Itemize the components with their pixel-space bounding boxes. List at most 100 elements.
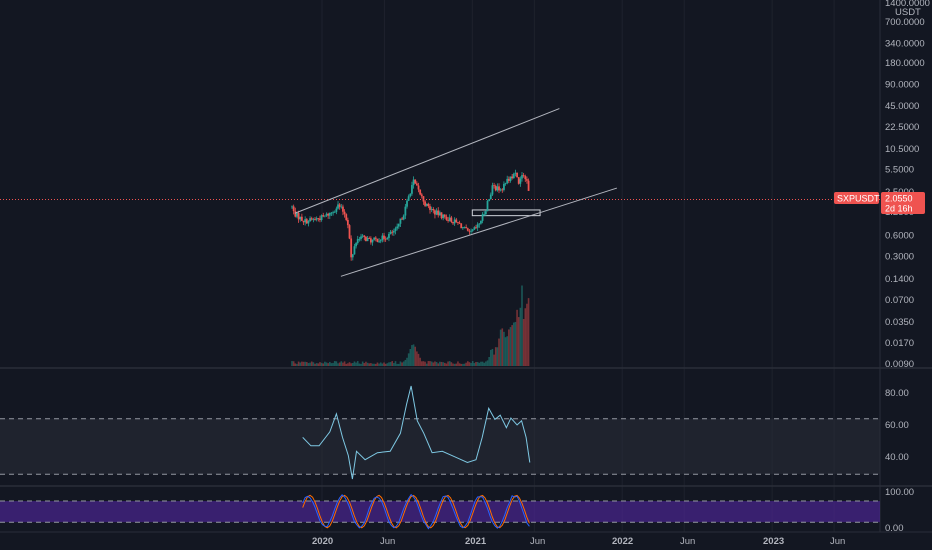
candle[interactable] [438,210,441,216]
candle[interactable] [457,221,459,226]
candle[interactable] [447,216,449,223]
candle[interactable] [484,210,487,216]
candle[interactable] [309,216,311,222]
candle[interactable] [470,228,472,235]
candle[interactable] [333,210,336,213]
candle[interactable] [506,175,509,185]
candle[interactable] [489,192,492,200]
candle[interactable] [486,199,489,212]
candle[interactable] [527,178,530,191]
candle[interactable] [402,214,405,221]
candle[interactable] [471,228,474,233]
candle[interactable] [337,201,339,210]
candle[interactable] [458,220,461,224]
candle[interactable] [291,205,293,210]
candle[interactable] [304,216,307,226]
candle[interactable] [499,188,502,192]
candle[interactable] [320,214,323,222]
candle[interactable] [373,237,376,241]
candle[interactable] [522,172,525,178]
candle[interactable] [434,209,436,219]
candle[interactable] [427,202,430,209]
candle[interactable] [379,238,382,244]
candle[interactable] [440,212,443,220]
candle[interactable] [300,213,303,222]
candle[interactable] [330,212,333,216]
candle[interactable] [401,216,403,220]
candle[interactable] [417,182,420,193]
candle[interactable] [503,181,505,192]
candle[interactable] [429,203,431,214]
candle[interactable] [526,176,528,184]
candle[interactable] [368,236,371,239]
price-axis[interactable]: 1400.0000 USDT 700.0000 340.0000 180.000… [885,0,930,370]
candle[interactable] [473,226,476,231]
candle[interactable] [360,233,362,242]
candle[interactable] [378,238,380,243]
time-axis[interactable]: 2020 Jun 2021 Jun 2022 Jun 2023 Jun [312,536,845,547]
candle[interactable] [419,189,422,196]
candle[interactable] [315,216,318,222]
candle[interactable] [328,212,331,219]
candle[interactable] [496,183,499,192]
candle[interactable] [450,215,453,224]
candle[interactable] [376,238,379,243]
candle[interactable] [514,169,517,177]
candle[interactable] [414,179,417,185]
candle[interactable] [394,226,397,235]
trendlines[interactable] [294,108,618,277]
candle[interactable] [397,223,400,229]
candle[interactable] [350,235,353,261]
trendline[interactable] [294,108,560,214]
candle[interactable] [420,192,423,199]
candle[interactable] [507,176,510,184]
candle[interactable] [358,236,361,242]
candle[interactable] [424,200,426,208]
candle[interactable] [425,203,428,207]
candle[interactable] [374,236,377,242]
symbol-price-tag[interactable]: SXPUSDT 2.0550 2d 16h [834,192,925,214]
candle[interactable] [481,212,484,224]
candle[interactable] [453,217,456,226]
candle[interactable] [494,184,497,192]
candle[interactable] [338,203,341,210]
candle[interactable] [406,198,408,209]
candle[interactable] [430,206,433,213]
candle[interactable] [312,217,315,223]
candle[interactable] [412,176,415,189]
candle[interactable] [294,207,297,218]
candle[interactable] [307,220,310,227]
candle[interactable] [297,210,300,223]
stoch-axis[interactable]: 100.00 0.00 [885,487,914,534]
candle[interactable] [396,223,399,231]
candle[interactable] [366,235,369,242]
candle[interactable] [498,183,500,194]
candle[interactable] [384,236,387,242]
candle[interactable] [302,220,305,225]
candle[interactable] [314,217,316,221]
candle[interactable] [391,229,394,236]
candle[interactable] [465,224,468,229]
candle[interactable] [317,217,320,222]
rsi-axis[interactable]: 80.00 60.00 40.00 [885,388,909,463]
candle[interactable] [399,218,402,228]
candle[interactable] [361,233,364,239]
candle[interactable] [445,214,448,221]
candle[interactable] [409,193,412,198]
candle[interactable] [480,220,482,225]
candle[interactable] [443,214,446,219]
candle[interactable] [351,253,354,261]
candle[interactable] [323,215,326,218]
candle[interactable] [340,203,343,209]
candle[interactable] [389,230,392,235]
candle[interactable] [521,171,523,182]
candle[interactable] [319,215,321,223]
candle[interactable] [365,236,367,242]
candle[interactable] [296,212,298,219]
candle[interactable] [483,211,486,217]
candle[interactable] [363,235,366,241]
candle[interactable] [343,209,346,218]
candle[interactable] [461,226,464,230]
candle[interactable] [504,182,507,186]
candle[interactable] [371,239,374,246]
